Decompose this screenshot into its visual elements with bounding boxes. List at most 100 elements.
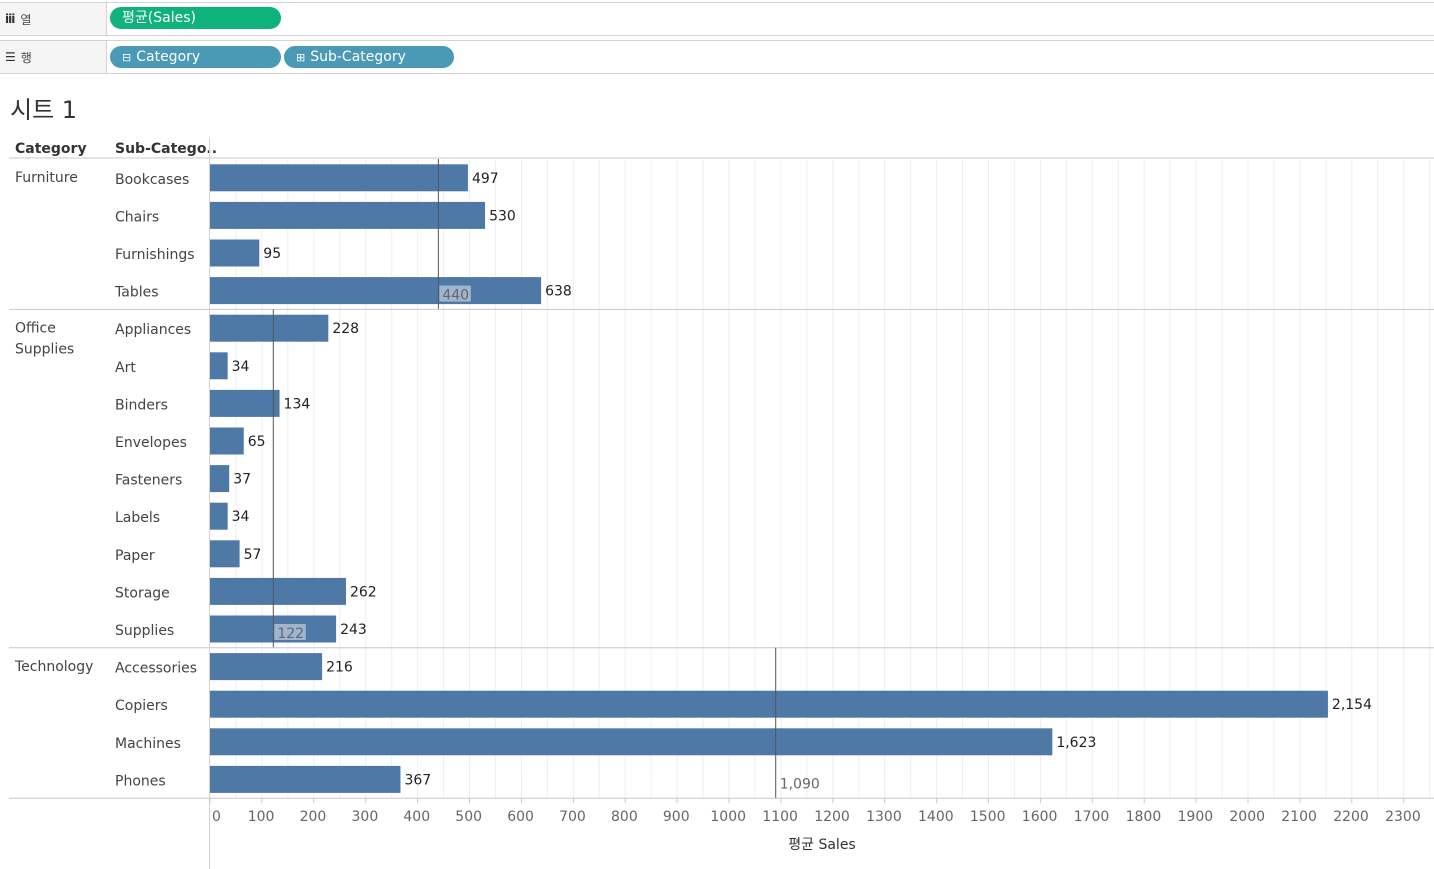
bar[interactable] [210, 314, 329, 342]
bar-value-label: 228 [332, 321, 359, 337]
avg-sales-pill[interactable]: 평균(Sales) [110, 7, 281, 29]
bar[interactable] [210, 239, 260, 267]
bar[interactable] [210, 765, 401, 793]
bar-value-label: 57 [244, 547, 262, 563]
x-tick-label: 2000 [1229, 809, 1265, 825]
bar-value-label: 1,623 [1056, 735, 1096, 751]
subcategory-label: Phones [115, 773, 166, 789]
subcategory-label: Tables [114, 285, 159, 301]
subcategory-label: Furnishings [115, 247, 195, 263]
reference-line-label: 122 [277, 626, 304, 642]
x-tick-label: 900 [663, 809, 690, 825]
bar-value-label: 37 [233, 472, 251, 488]
category-header: Category [15, 141, 87, 157]
bar-value-label: 134 [284, 396, 311, 412]
subcategory-label: Labels [115, 510, 160, 526]
bar-value-label: 530 [489, 208, 516, 224]
subcategory-label: Storage [115, 585, 170, 601]
subcategory-header: Sub-Catego.. [115, 141, 217, 157]
subcategory-label: Accessories [115, 661, 197, 677]
avg-sales-pill-label: 평균(Sales) [122, 10, 196, 26]
x-tick-label: 1600 [1022, 809, 1058, 825]
reference-label-bg [439, 285, 471, 302]
subcategory-label: Appliances [115, 322, 191, 338]
bar-value-label: 243 [340, 622, 367, 638]
bar[interactable] [210, 728, 1053, 756]
bar[interactable] [210, 389, 280, 417]
x-axis-title: 평균 Sales [788, 837, 855, 853]
x-tick-label: 1500 [970, 809, 1006, 825]
x-tick-label: 400 [403, 809, 430, 825]
x-tick-label: 500 [455, 809, 482, 825]
sheet-title: 시트 1 [10, 96, 78, 124]
category-pill-label: Category [136, 49, 201, 65]
subcategory-label: Machines [115, 736, 181, 752]
x-tick-label: 2300 [1385, 809, 1421, 825]
x-tick-label: 600 [507, 809, 534, 825]
rows-shelf-label: 행 [20, 50, 32, 65]
category-label: Supplies [15, 341, 74, 357]
x-tick-label: 300 [352, 809, 379, 825]
bar-value-label: 34 [232, 509, 250, 525]
bar-value-label: 2,154 [1332, 697, 1372, 713]
bar[interactable] [210, 277, 542, 305]
x-tick-label: 800 [611, 809, 638, 825]
subcategory-label: Art [115, 360, 136, 376]
reference-label-bg [776, 774, 826, 791]
bar[interactable] [210, 577, 346, 605]
columns-shelf[interactable]: iii 열 평균(Sales) [0, 2, 1434, 36]
bar-value-label: 95 [263, 246, 281, 262]
sub-category-pill[interactable]: ⊞ Sub-Category [284, 46, 454, 68]
category-pill[interactable]: ⊟ Category [110, 46, 281, 68]
category-label: Furniture [15, 170, 78, 186]
bar[interactable] [210, 427, 244, 455]
columns-icon: iii [5, 12, 15, 26]
category-label: Technology [14, 659, 93, 675]
bar[interactable] [210, 540, 240, 568]
bar-value-label: 497 [472, 171, 499, 187]
collapse-icon[interactable]: ⊟ [122, 51, 132, 64]
subcategory-label: Chairs [115, 209, 159, 225]
x-tick-label: 1200 [814, 809, 850, 825]
columns-shelf-label: 열 [20, 12, 32, 27]
x-tick-label: 1700 [1074, 809, 1110, 825]
subcategory-label: Bookcases [115, 172, 189, 188]
bar[interactable] [210, 653, 323, 681]
x-tick-label: 2100 [1281, 809, 1317, 825]
bar[interactable] [210, 690, 1328, 718]
subcategory-label: Paper [115, 548, 155, 564]
bar-value-label: 638 [545, 284, 572, 300]
x-tick-label: 700 [559, 809, 586, 825]
x-tick-label: 1900 [1178, 809, 1214, 825]
bar[interactable] [210, 352, 228, 380]
reference-line-label: 440 [442, 288, 469, 304]
subcategory-label: Supplies [115, 623, 174, 639]
x-tick-label: 0 [212, 809, 221, 825]
bar[interactable] [210, 164, 468, 192]
x-tick-label: 2200 [1333, 809, 1369, 825]
subcategory-label: Copiers [115, 698, 168, 714]
reference-label-bg [274, 624, 306, 640]
bar-chart: Category Sub-Catego.. Furniture Bookcases 49… [9, 138, 1434, 869]
expand-icon[interactable]: ⊞ [296, 51, 306, 64]
bar-value-label: 34 [232, 359, 250, 375]
rows-shelf[interactable]: ☰ 행 ⊟ Category ⊞ Sub-Category [0, 40, 1434, 74]
bar[interactable] [210, 465, 230, 493]
bar-value-label: 65 [248, 434, 266, 450]
bar[interactable] [210, 201, 486, 229]
sub-category-pill-label: Sub-Category [310, 49, 406, 65]
x-tick-label: 1800 [1126, 809, 1162, 825]
x-tick-label: 1100 [762, 809, 798, 825]
x-tick-label: 1400 [918, 809, 954, 825]
rows-shelf-header: ☰ 행 [0, 41, 107, 73]
subcategory-label: Envelopes [115, 435, 187, 451]
x-tick-label: 1300 [866, 809, 902, 825]
bar-value-label: 262 [350, 584, 377, 600]
rows-icon: ☰ [5, 50, 16, 64]
category-label: Office [15, 320, 56, 336]
bar-value-label: 216 [326, 660, 353, 676]
bar[interactable] [210, 502, 228, 530]
x-tick-label: 1000 [710, 809, 746, 825]
bar-value-label: 367 [404, 772, 431, 788]
subcategory-label: Fasteners [115, 473, 182, 489]
